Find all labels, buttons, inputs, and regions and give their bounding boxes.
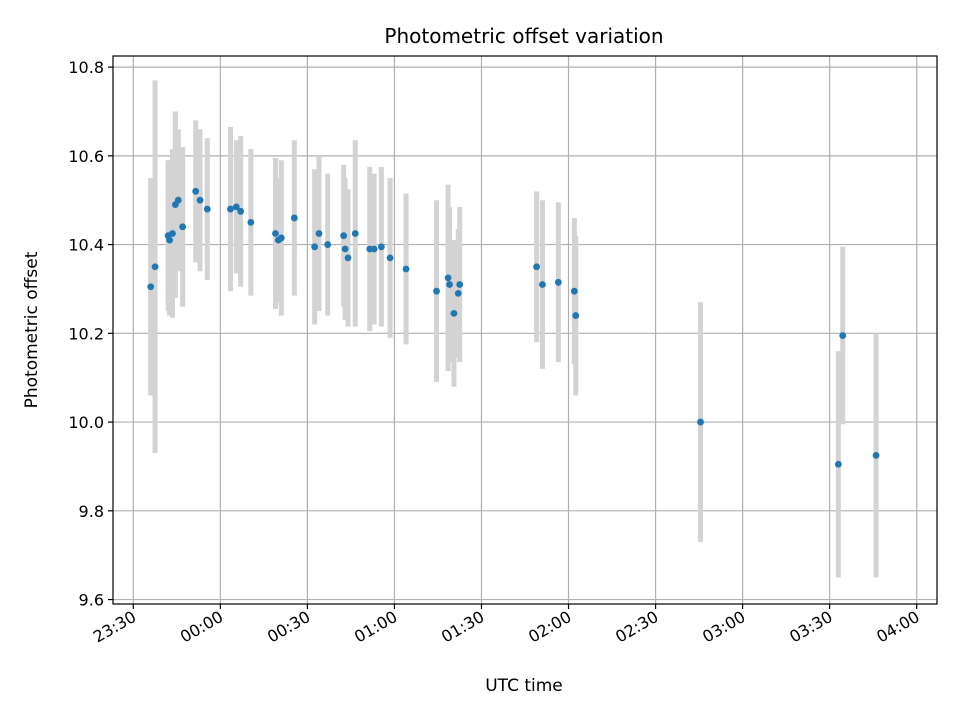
y-tick-label-6: 10.8 <box>68 58 104 77</box>
y-tick-label-2: 10.0 <box>68 413 104 432</box>
data-point-7 <box>179 223 187 231</box>
data-point-6 <box>174 196 182 204</box>
data-point-17 <box>277 234 285 242</box>
y-tick-label-0: 9.6 <box>79 591 104 610</box>
data-point-25 <box>351 230 359 237</box>
data-point-21 <box>324 241 332 248</box>
data-point-34 <box>450 309 458 317</box>
data-point-40 <box>570 287 578 295</box>
data-point-36 <box>456 281 464 288</box>
data-point-35 <box>454 289 462 297</box>
data-point-31 <box>433 287 440 295</box>
data-point-41 <box>572 312 580 319</box>
data-point-1 <box>151 263 159 271</box>
data-point-28 <box>377 243 385 251</box>
data-point-30 <box>402 265 410 273</box>
plot-frame <box>112 55 938 605</box>
y-tick-label-5: 10.6 <box>68 147 104 166</box>
data-point-18 <box>290 214 298 222</box>
y-tick-label-3: 10.2 <box>68 324 104 343</box>
data-point-12 <box>232 203 240 211</box>
data-point-22 <box>340 232 348 240</box>
data-point-3 <box>166 236 173 244</box>
data-point-20 <box>315 230 323 237</box>
data-point-42 <box>697 418 704 426</box>
y-tick-label-4: 10.4 <box>68 236 104 255</box>
data-point-10 <box>203 205 211 213</box>
data-point-9 <box>196 196 204 204</box>
data-point-43 <box>834 460 842 468</box>
data-point-24 <box>344 254 352 262</box>
data-point-4 <box>169 230 176 237</box>
data-point-29 <box>386 254 394 262</box>
data-point-45 <box>872 451 880 459</box>
data-point-37 <box>533 263 541 271</box>
data-point-38 <box>539 281 546 288</box>
data-points <box>147 187 880 468</box>
x-axis-label: UTC time <box>485 676 563 696</box>
data-point-8 <box>192 187 200 195</box>
data-point-13 <box>237 207 245 215</box>
data-point-11 <box>227 205 234 213</box>
data-point-23 <box>341 245 349 253</box>
data-point-44 <box>839 332 847 339</box>
data-point-27 <box>370 245 378 253</box>
data-point-32 <box>444 274 452 282</box>
data-point-19 <box>311 243 319 251</box>
y-tick-label-1: 9.8 <box>79 502 104 521</box>
data-point-15 <box>272 230 279 237</box>
data-point-0 <box>147 283 155 291</box>
data-point-14 <box>247 218 255 226</box>
chart-title: Photometric offset variation <box>384 24 663 48</box>
y-axis-label: Photometric offset <box>22 251 42 408</box>
data-point-39 <box>554 278 562 286</box>
data-point-33 <box>446 281 453 288</box>
